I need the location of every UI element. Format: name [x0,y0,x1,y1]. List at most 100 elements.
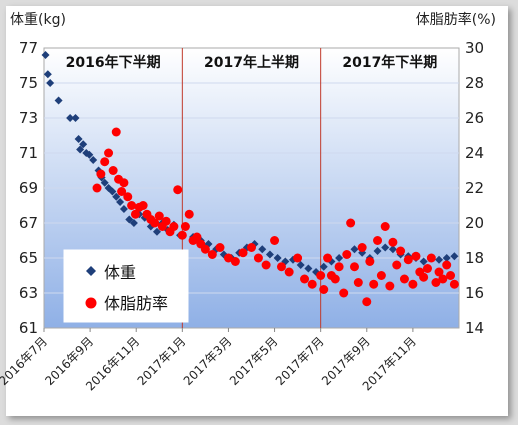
y-right-tick: 24 [465,144,484,162]
body-fat-point [346,218,356,228]
y-left-tick: 73 [19,109,38,127]
weight-point [43,70,52,79]
y-left-tick: 63 [19,284,38,302]
weight-point [66,114,75,122]
weight-point [85,150,94,159]
body-fat-point [300,274,310,284]
weight-point [265,250,274,259]
y-right-tick: 26 [465,109,484,127]
body-fat-point [380,222,390,231]
weight-point [296,261,305,269]
y-left-tick: 77 [19,39,38,57]
body-fat-point [396,246,406,256]
body-fat-point [253,253,263,263]
weight-point [388,245,397,254]
period-labels: 2016年下半期 2017年上半期 2017年下半期 [66,54,438,71]
body-fat-point [357,243,367,252]
legend-circle-icon [85,297,97,309]
body-fat-point [180,222,190,231]
body-fat-point [100,157,110,167]
body-fat-point [339,288,349,298]
x-tick-label: 2017年7月 [273,334,327,388]
body-fat-point [403,255,413,265]
body-fat-point [376,271,386,280]
body-fat-point [307,279,317,289]
body-fat-point [426,253,436,263]
body-fat-point [434,267,444,277]
weight-point [100,178,109,187]
weight-point [304,264,313,273]
legend-diamond-icon [86,266,96,276]
body-fat-point [330,274,340,284]
y-left-tick: 65 [19,249,38,267]
x-tick-label: 2016年7月 [0,334,50,388]
body-fat-point [238,248,248,258]
body-fat-point [365,257,375,266]
weight-point [74,135,83,143]
body-fat-point [123,192,133,202]
x-axis-ticks: 2016年7月2016年9月2016年11月2017年1月2017年3月2017… [0,328,419,393]
y-right-tick: 14 [465,319,484,337]
body-fat-point [111,127,121,137]
y-right-tick: 16 [465,284,484,302]
body-fat-point [408,279,418,289]
body-fat-point [177,230,187,240]
weight-point [116,198,125,206]
body-fat-point [293,253,303,263]
weight-point [71,114,80,122]
body-fat-point [373,236,383,245]
legend-box [63,249,189,323]
body-fat-point [154,211,164,221]
body-fat-point [173,185,183,195]
weight-point [54,96,63,105]
weight-point [419,257,428,266]
y-left-tick: 67 [19,214,38,232]
body-fat-point [284,267,294,277]
body-fat-point [449,279,459,289]
weight-point [319,262,328,271]
body-fat-point [96,169,106,179]
weight-point [125,215,134,224]
body-fat-series [92,127,459,307]
weight-point [79,140,88,149]
legend: 体重 体脂肪率 [63,249,189,323]
body-fat-point [362,297,372,307]
weight-point [350,245,359,254]
weight-point [76,145,85,154]
body-fat-point [349,262,359,272]
body-fat-point [399,274,409,284]
period-label: 2016年下半期 [66,54,161,71]
body-fat-point [392,260,402,270]
body-fat-point [92,183,102,193]
body-fat-point [184,209,194,219]
x-tick-label: 2017年3月 [181,334,235,388]
body-fat-point [223,253,233,263]
body-fat-point [334,262,344,272]
body-fat-point [411,251,421,261]
weight-point [381,243,390,252]
body-fat-point [446,271,456,280]
x-tick-label: 2017年5月 [227,334,281,388]
y-right-tick: 30 [465,39,484,57]
body-fat-point [261,260,271,270]
body-fat-point [207,250,217,259]
weight-point [442,254,451,262]
body-fat-point [431,278,441,287]
x-tick-label: 2017年1月 [135,334,189,388]
period-label: 2017年下半期 [342,54,437,71]
weight-point [108,187,117,196]
body-fat-point [276,262,286,272]
body-fat-point [270,236,280,245]
weight-point [112,192,121,201]
y-right-tick: 18 [465,249,484,267]
body-fat-point [388,237,398,247]
y-left-tick: 75 [19,74,38,92]
body-fat-point [127,201,137,210]
y-left-tick: 69 [19,179,38,197]
body-fat-point [419,272,429,282]
body-fat-point [422,264,432,273]
weight-point [129,219,138,227]
y-left-tick: 61 [19,319,38,337]
weight-point [335,254,344,262]
weight-point [273,254,282,262]
